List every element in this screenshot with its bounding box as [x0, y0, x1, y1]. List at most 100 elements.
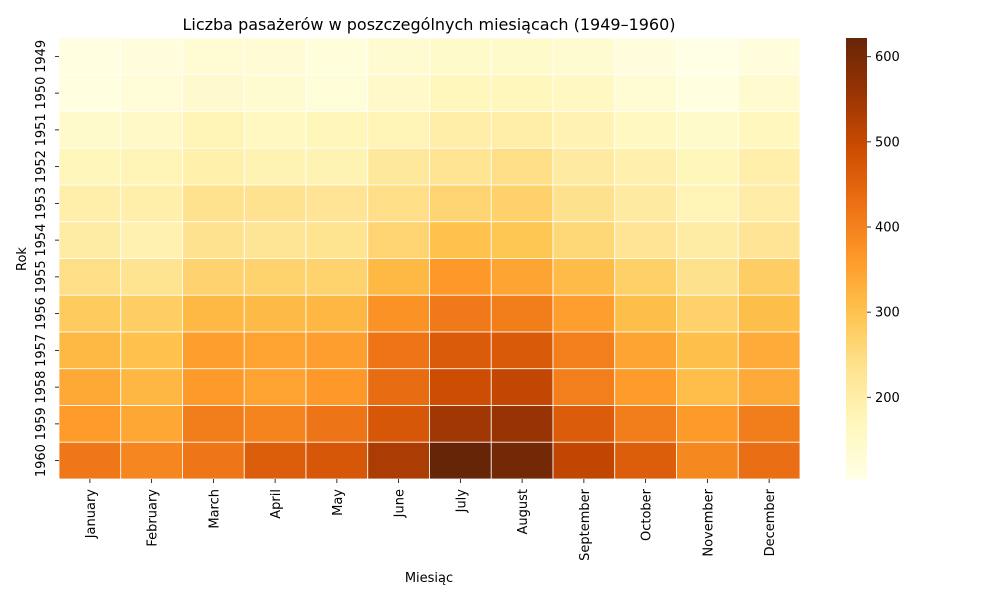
heatmap-cell [490, 331, 554, 370]
heatmap-cell [552, 221, 616, 259]
x-tick-label: March [207, 489, 222, 529]
heatmap-cell [429, 405, 492, 443]
heatmap-cell [305, 294, 369, 333]
heatmap-cell [614, 184, 677, 223]
heatmap-cell [676, 405, 739, 443]
heatmap-cell [676, 184, 739, 223]
heatmap-cell [120, 221, 183, 259]
heatmap-cell [676, 441, 739, 480]
heatmap-cell [429, 441, 492, 480]
heatmap-cells [58, 37, 801, 480]
y-tick-label: 1955 [34, 260, 49, 293]
heatmap-cell [120, 147, 183, 186]
x-tick-label: September [578, 488, 593, 561]
heatmap-cell [490, 111, 554, 149]
y-tick-label: 1956 [34, 297, 49, 330]
heatmap-cell [182, 405, 245, 443]
heatmap-cell [305, 37, 369, 76]
heatmap-cell [490, 368, 554, 406]
heatmap-cell [737, 184, 801, 223]
heatmap-cell [429, 294, 492, 333]
heatmap-cell [490, 258, 554, 296]
heatmap-cell [182, 258, 245, 296]
x-axis: January February March April May June July Augu… [84, 479, 778, 561]
colorbar: 200 300 400 500 600 [846, 38, 900, 479]
heatmap-cell [367, 405, 430, 443]
colorbar-tick-label: 200 [875, 391, 900, 406]
heatmap-cell [552, 258, 616, 296]
y-tick-label: 1959 [34, 407, 49, 440]
heatmap-cell [58, 331, 122, 370]
x-tick-label: May [331, 489, 346, 516]
heatmap-cell [490, 441, 554, 480]
heatmap-cell [367, 258, 430, 296]
heatmap-cell [243, 111, 307, 149]
heatmap-cell [737, 111, 801, 149]
x-tick-label: August [516, 489, 531, 535]
heatmap-cell [737, 147, 801, 186]
heatmap-cell [182, 147, 245, 186]
heatmap-cell [614, 111, 677, 149]
heatmap-cell [614, 294, 677, 333]
colorbar-tick-label: 300 [875, 306, 900, 321]
heatmap-cell [58, 184, 122, 223]
heatmap-cell [243, 184, 307, 223]
heatmap-cell [120, 184, 183, 223]
heatmap-cell [676, 331, 739, 370]
colorbar-gradient [846, 38, 867, 479]
heatmap-cell [58, 368, 122, 406]
heatmap-cell [58, 405, 122, 443]
heatmap-cell [676, 111, 739, 149]
heatmap-cell [429, 184, 492, 223]
heatmap-cell [243, 221, 307, 259]
x-tick-label: November [701, 488, 716, 556]
heatmap-cell [552, 111, 616, 149]
y-tick-label: 1958 [34, 371, 49, 404]
colorbar-ticks: 200 300 400 500 600 [867, 50, 900, 406]
y-tick-label: 1957 [34, 334, 49, 367]
colorbar-tick-label: 600 [875, 50, 900, 65]
heatmap-cell [676, 74, 739, 112]
y-tick-label: 1953 [34, 187, 49, 220]
heatmap-cell [552, 294, 616, 333]
heatmap-cell [552, 331, 616, 370]
heatmap-cell [367, 331, 430, 370]
x-tick-label: October [640, 488, 655, 541]
heatmap-cell [737, 405, 801, 443]
heatmap-cell [614, 74, 677, 112]
heatmap-cell [429, 37, 492, 76]
heatmap-cell [614, 221, 677, 259]
heatmap-cell [737, 331, 801, 370]
y-tick-label: 1952 [34, 150, 49, 183]
heatmap-cell [490, 184, 554, 223]
heatmap-cell [305, 331, 369, 370]
heatmap-cell [305, 221, 369, 259]
chart-title: Liczba pasażerów w poszczególnych miesią… [182, 15, 675, 34]
x-tick-label: February [146, 489, 161, 547]
heatmap-cell [367, 111, 430, 149]
heatmap-cell [490, 37, 554, 76]
heatmap-cell [182, 331, 245, 370]
heatmap-cell [120, 294, 183, 333]
heatmap-cell [737, 258, 801, 296]
y-axis: 1949 1950 1951 1952 1953 1954 1955 1956 1957 1958… [34, 40, 59, 477]
heatmap-cell [552, 405, 616, 443]
x-tick-label: December [763, 488, 778, 556]
heatmap-cell [182, 184, 245, 223]
heatmap-cell [676, 294, 739, 333]
heatmap-cell [367, 184, 430, 223]
heatmap-cell [676, 221, 739, 259]
heatmap-cell [120, 74, 183, 112]
y-tick-label: 1960 [34, 444, 49, 477]
heatmap-cell [429, 258, 492, 296]
heatmap-cell [737, 37, 801, 76]
heatmap-cell [429, 147, 492, 186]
heatmap-cell [737, 441, 801, 480]
heatmap-cell [429, 368, 492, 406]
x-tick-label: April [269, 489, 284, 519]
heatmap-cell [429, 74, 492, 112]
heatmap-cell [182, 221, 245, 259]
heatmap-cell [490, 405, 554, 443]
heatmap-cell [490, 74, 554, 112]
heatmap-cell [58, 37, 122, 76]
